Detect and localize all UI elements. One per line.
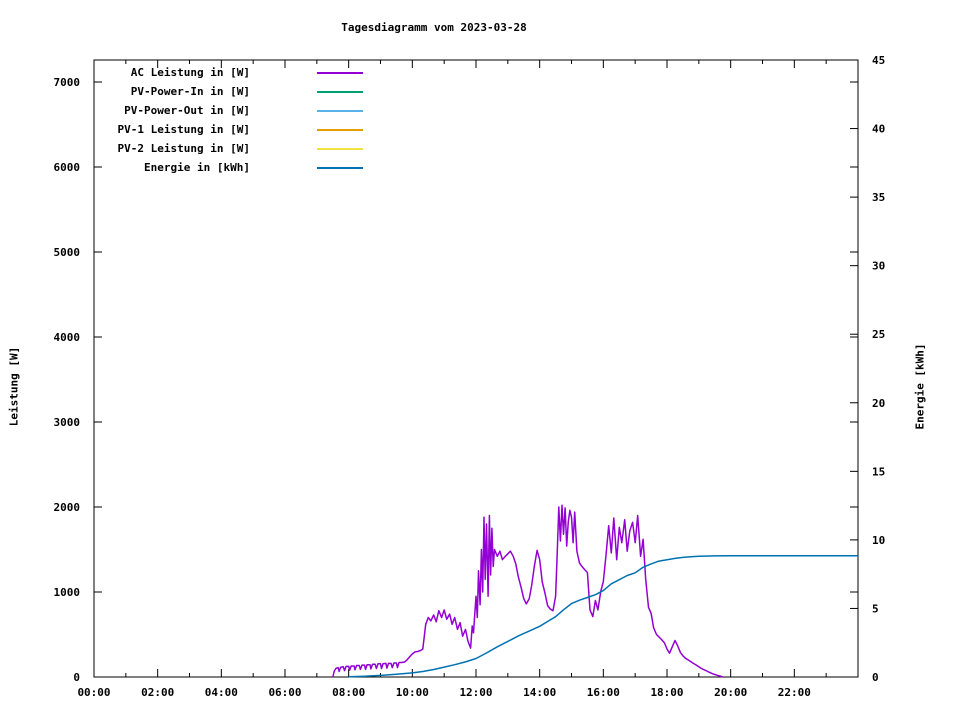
y-tick-label: 2000 — [54, 501, 81, 514]
legend-row: PV-Power-In in [W] — [94, 82, 363, 101]
x-tick-label: 14:00 — [523, 686, 556, 699]
legend-line-sample — [317, 109, 363, 112]
legend-label: PV-1 Leistung in [W] — [117, 123, 250, 136]
y-tick-label: 0 — [73, 671, 80, 684]
legend-row: PV-2 Leistung in [W] — [94, 139, 363, 158]
y2-tick-label: 10 — [872, 534, 885, 547]
legend-row: PV-1 Leistung in [W] — [94, 120, 363, 139]
y2-tick-label: 45 — [872, 54, 885, 67]
legend-line-sample — [317, 166, 363, 169]
y-axis-label: Leistung [W] — [7, 346, 21, 427]
x-tick-label: 06:00 — [268, 686, 301, 699]
y2-tick-label: 5 — [872, 602, 879, 615]
x-tick-label: 16:00 — [587, 686, 620, 699]
x-tick-label: 04:00 — [205, 686, 238, 699]
legend-line-sample — [317, 147, 363, 150]
y2-tick-label: 15 — [872, 465, 885, 478]
series-line-energie — [348, 554, 858, 678]
x-tick-label: 02:00 — [141, 686, 174, 699]
legend-label: AC Leistung in [W] — [130, 66, 250, 79]
legend-label: PV-Power-Out in [W] — [124, 104, 250, 117]
y-tick-label: 1000 — [54, 586, 81, 599]
y-tick-label: 6000 — [54, 161, 81, 174]
y2-tick-label: 20 — [872, 397, 885, 410]
x-tick-label: 08:00 — [332, 686, 365, 699]
x-tick-label: 22:00 — [778, 686, 811, 699]
chart-title: Tagesdiagramm vom 2023-03-28 — [341, 21, 527, 34]
legend-line-sample — [317, 128, 363, 131]
legend-row: AC Leistung in [W] — [94, 63, 363, 82]
x-tick-label: 00:00 — [77, 686, 110, 699]
legend-label: PV-2 Leistung in [W] — [117, 142, 250, 155]
legend-label: PV-Power-In in [W] — [130, 85, 250, 98]
y-tick-label: 4000 — [54, 331, 81, 344]
y2-tick-label: 35 — [872, 191, 885, 204]
x-tick-label: 18:00 — [650, 686, 683, 699]
legend-line-sample — [317, 71, 363, 74]
y2-axis-label: Energie [kWh] — [913, 343, 927, 430]
x-tick-label: 20:00 — [714, 686, 747, 699]
y2-tick-label: 0 — [872, 671, 879, 684]
y2-tick-label: 30 — [872, 260, 885, 273]
y-tick-label: 3000 — [54, 416, 81, 429]
y-tick-label: 5000 — [54, 246, 81, 259]
y2-tick-label: 25 — [872, 328, 885, 341]
x-tick-label: 12:00 — [459, 686, 492, 699]
legend-row: PV-Power-Out in [W] — [94, 101, 363, 120]
legend: AC Leistung in [W] PV-Power-In in [W] PV-P… — [94, 63, 363, 177]
x-tick-label: 10:00 — [396, 686, 429, 699]
series-line-ac — [332, 504, 723, 678]
legend-row: Energie in [kWh] — [94, 158, 363, 177]
legend-label: Energie in [kWh] — [144, 161, 250, 174]
legend-line-sample — [317, 90, 363, 93]
y-tick-label: 7000 — [54, 76, 81, 89]
y2-tick-label: 40 — [872, 123, 885, 136]
